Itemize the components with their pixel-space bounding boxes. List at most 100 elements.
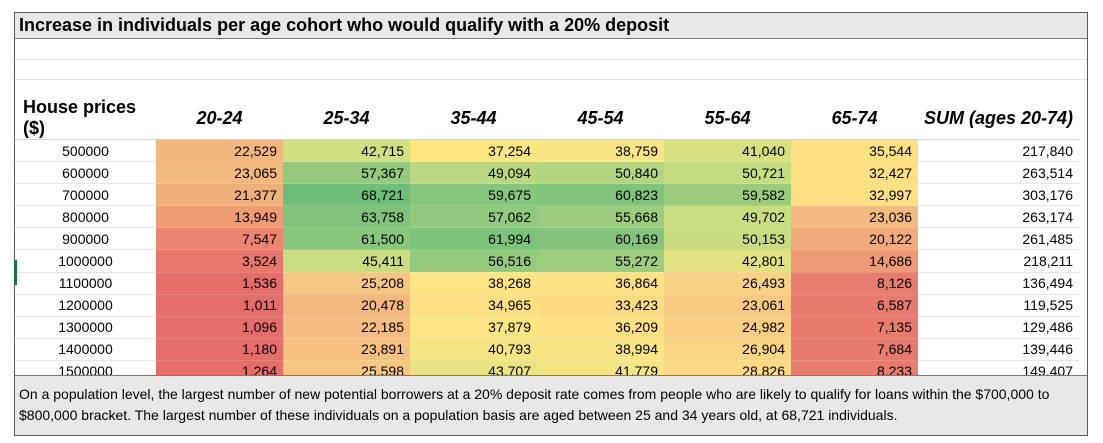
cell-cohort-value[interactable]: 22,529 — [156, 139, 283, 163]
cell-house-price[interactable]: 1000000 — [15, 249, 156, 273]
cell-cohort-value[interactable]: 38,759 — [537, 139, 664, 163]
cell-cohort-value[interactable]: 63,758 — [283, 205, 410, 229]
cell-cohort-value[interactable]: 23,036 — [791, 205, 918, 229]
header-house-prices[interactable]: House prices ($) — [15, 97, 156, 140]
cell-cohort-value[interactable]: 24,982 — [664, 316, 791, 339]
cell-cohort-value[interactable]: 60,169 — [537, 227, 664, 251]
cell-cohort-value[interactable]: 20,478 — [283, 294, 410, 317]
cell-cohort-value[interactable]: 8,126 — [791, 272, 918, 295]
cell-cohort-value[interactable]: 20,122 — [791, 227, 918, 251]
cell-cohort-value[interactable]: 37,254 — [410, 139, 537, 163]
cell-cohort-value[interactable]: 23,065 — [156, 161, 283, 185]
cell-cohort-value[interactable]: 32,997 — [791, 183, 918, 207]
cell-cohort-value[interactable]: 50,721 — [664, 161, 791, 185]
cell-cohort-value[interactable]: 1,096 — [156, 316, 283, 339]
header-sum[interactable]: SUM (ages 20-74) — [918, 97, 1079, 140]
cell-cohort-value[interactable]: 23,061 — [664, 294, 791, 317]
cell-cohort-value[interactable]: 57,367 — [283, 161, 410, 185]
cell-sum[interactable]: 303,176 — [918, 183, 1079, 207]
cell-cohort-value[interactable]: 6,587 — [791, 294, 918, 317]
cell-cohort-value[interactable]: 7,547 — [156, 227, 283, 251]
table-row: 1200000 1,011 20,478 34,965 33,423 23,061 6,58… — [15, 294, 1079, 317]
cell-cohort-value[interactable]: 25,208 — [283, 272, 410, 295]
table-body: 500000 22,529 42,715 37,254 38,759 41,040 35,5… — [15, 139, 1079, 384]
cell-cohort-value[interactable]: 40,793 — [410, 338, 537, 361]
cell-cohort-value[interactable]: 38,268 — [410, 272, 537, 295]
cell-cohort-value[interactable]: 35,544 — [791, 139, 918, 163]
cell-sum[interactable]: 139,446 — [918, 338, 1079, 361]
header-age-55-64[interactable]: 55-64 — [664, 97, 791, 140]
cell-cohort-value[interactable]: 61,994 — [410, 227, 537, 251]
cell-house-price[interactable]: 1100000 — [15, 272, 156, 295]
table-row: 500000 22,529 42,715 37,254 38,759 41,040 35,5… — [15, 139, 1079, 163]
cell-cohort-value[interactable]: 49,702 — [664, 205, 791, 229]
cell-cohort-value[interactable]: 59,675 — [410, 183, 537, 207]
cell-cohort-value[interactable]: 33,423 — [537, 294, 664, 317]
summary-note: On a population level, the largest numbe… — [15, 375, 1087, 435]
cell-cohort-value[interactable]: 37,879 — [410, 316, 537, 339]
table-row: 800000 13,949 63,758 57,062 55,668 49,702 23,0… — [15, 205, 1079, 229]
cell-cohort-value[interactable]: 55,668 — [537, 205, 664, 229]
table-row: 600000 23,065 57,367 49,094 50,840 50,721 32,4… — [15, 161, 1079, 185]
cell-cohort-value[interactable]: 22,185 — [283, 316, 410, 339]
cell-cohort-value[interactable]: 1,180 — [156, 338, 283, 361]
cell-sum[interactable]: 129,486 — [918, 316, 1079, 339]
cell-cohort-value[interactable]: 36,864 — [537, 272, 664, 295]
cell-sum[interactable]: 217,840 — [918, 139, 1079, 163]
cell-cohort-value[interactable]: 21,377 — [156, 183, 283, 207]
empty-grid-row — [15, 59, 1087, 60]
cell-cohort-value[interactable]: 26,904 — [664, 338, 791, 361]
cell-house-price[interactable]: 1400000 — [15, 338, 156, 361]
cell-cohort-value[interactable]: 68,721 — [283, 183, 410, 207]
cell-cohort-value[interactable]: 34,965 — [410, 294, 537, 317]
row-selection-marker — [14, 260, 17, 285]
cell-cohort-value[interactable]: 50,153 — [664, 227, 791, 251]
cell-cohort-value[interactable]: 50,840 — [537, 161, 664, 185]
cell-sum[interactable]: 136,494 — [918, 272, 1079, 295]
cell-sum[interactable]: 263,174 — [918, 205, 1079, 229]
cell-sum[interactable]: 218,211 — [918, 249, 1079, 273]
cell-cohort-value[interactable]: 49,094 — [410, 161, 537, 185]
cell-cohort-value[interactable]: 42,801 — [664, 249, 791, 273]
cell-cohort-value[interactable]: 26,493 — [664, 272, 791, 295]
cell-cohort-value[interactable]: 36,209 — [537, 316, 664, 339]
cell-sum[interactable]: 263,514 — [918, 161, 1079, 185]
cell-cohort-value[interactable]: 61,500 — [283, 227, 410, 251]
cell-cohort-value[interactable]: 60,823 — [537, 183, 664, 207]
header-age-35-44[interactable]: 35-44 — [410, 97, 537, 140]
cell-house-price[interactable]: 1200000 — [15, 294, 156, 317]
cell-cohort-value[interactable]: 23,891 — [283, 338, 410, 361]
cell-cohort-value[interactable]: 3,524 — [156, 249, 283, 273]
cell-cohort-value[interactable]: 14,686 — [791, 249, 918, 273]
cell-cohort-value[interactable]: 42,715 — [283, 139, 410, 163]
cell-cohort-value[interactable]: 13,949 — [156, 205, 283, 229]
cell-cohort-value[interactable]: 57,062 — [410, 205, 537, 229]
cell-cohort-value[interactable]: 55,272 — [537, 249, 664, 273]
cell-house-price[interactable]: 700000 — [15, 183, 156, 207]
empty-grid-row — [15, 79, 1087, 80]
cell-cohort-value[interactable]: 45,411 — [283, 249, 410, 273]
cell-sum[interactable]: 261,485 — [918, 227, 1079, 251]
header-age-65-74[interactable]: 65-74 — [791, 97, 918, 140]
table-row: 1300000 1,096 22,185 37,879 36,209 24,982 7,13… — [15, 316, 1079, 339]
cell-cohort-value[interactable]: 1,011 — [156, 294, 283, 317]
cell-house-price[interactable]: 1300000 — [15, 316, 156, 339]
cell-cohort-value[interactable]: 1,536 — [156, 272, 283, 295]
cell-cohort-value[interactable]: 7,135 — [791, 316, 918, 339]
cell-cohort-value[interactable]: 32,427 — [791, 161, 918, 185]
header-age-45-54[interactable]: 45-54 — [537, 97, 664, 140]
cell-house-price[interactable]: 500000 — [15, 139, 156, 163]
header-age-25-34[interactable]: 25-34 — [283, 97, 410, 140]
cell-cohort-value[interactable]: 41,040 — [664, 139, 791, 163]
cell-house-price[interactable]: 600000 — [15, 161, 156, 185]
header-age-20-24[interactable]: 20-24 — [156, 97, 283, 140]
cell-cohort-value[interactable]: 59,582 — [664, 183, 791, 207]
cell-cohort-value[interactable]: 56,516 — [410, 249, 537, 273]
table-row: 700000 21,377 68,721 59,675 60,823 59,582 32,9… — [15, 183, 1079, 207]
cell-house-price[interactable]: 800000 — [15, 205, 156, 229]
cell-cohort-value[interactable]: 38,994 — [537, 338, 664, 361]
cell-sum[interactable]: 119,525 — [918, 294, 1079, 317]
table-row: 900000 7,547 61,500 61,994 60,169 50,153 20,12… — [15, 227, 1079, 251]
cell-cohort-value[interactable]: 7,684 — [791, 338, 918, 361]
cell-house-price[interactable]: 900000 — [15, 227, 156, 251]
